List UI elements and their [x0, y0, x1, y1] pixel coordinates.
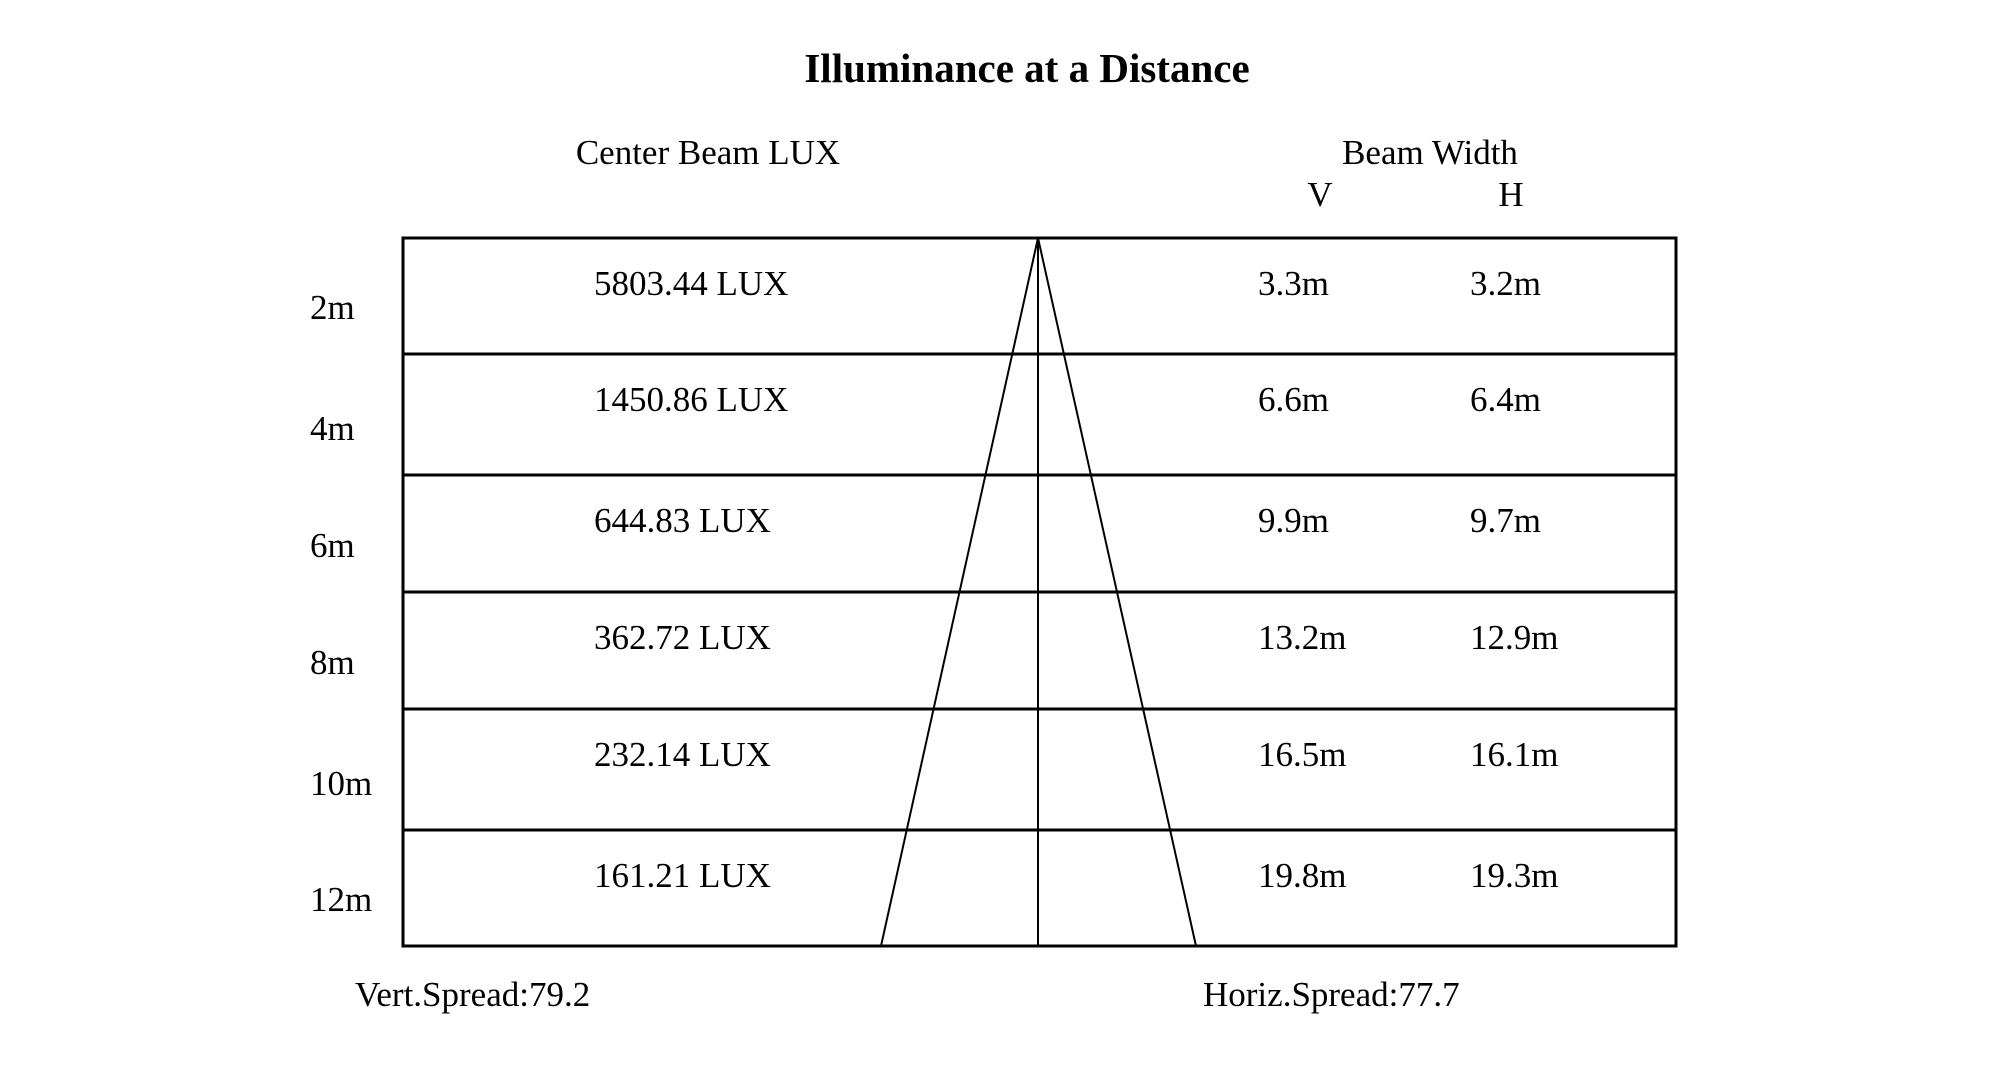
horizontal-width-value: 12.9m [1470, 618, 1558, 657]
horizontal-width-value: 19.3m [1470, 856, 1558, 895]
distance-label: 12m [310, 880, 372, 919]
vertical-width-value: 3.3m [1258, 264, 1329, 303]
table-row: 2m 5803.44 LUX 3.3m 3.2m [310, 264, 1541, 327]
beam-cone-left-edge [880, 237, 1039, 947]
distance-label: 10m [310, 764, 372, 803]
lux-value: 232.14 LUX [594, 735, 771, 774]
table-row: 10m 232.14 LUX 16.5m 16.1m [310, 735, 1558, 803]
lux-value: 5803.44 LUX [594, 264, 788, 303]
beam-cone-right-edge [1037, 237, 1197, 947]
center-beam-header: Center Beam LUX [576, 133, 840, 172]
lux-value: 161.21 LUX [594, 856, 771, 895]
table-row: 4m 1450.86 LUX 6.6m 6.4m [310, 380, 1541, 448]
lux-value: 362.72 LUX [594, 618, 771, 657]
vertical-width-value: 16.5m [1258, 735, 1346, 774]
table-row: 12m 161.21 LUX 19.8m 19.3m [310, 856, 1558, 919]
vertical-width-value: 13.2m [1258, 618, 1346, 657]
beam-width-header: Beam Width [1342, 133, 1518, 172]
distance-label: 8m [310, 643, 355, 682]
horizontal-width-value: 9.7m [1470, 501, 1541, 540]
vertical-header: V [1307, 175, 1332, 214]
horizontal-width-value: 16.1m [1470, 735, 1558, 774]
table-row: 8m 362.72 LUX 13.2m 12.9m [310, 618, 1558, 682]
distance-label: 4m [310, 409, 355, 448]
lux-value: 644.83 LUX [594, 501, 771, 540]
vertical-width-value: 6.6m [1258, 380, 1329, 419]
vertical-width-value: 9.9m [1258, 501, 1329, 540]
table-grid [401, 236, 1678, 948]
horizontal-header: H [1498, 175, 1523, 214]
table-row: 6m 644.83 LUX 9.9m 9.7m [310, 501, 1541, 565]
distance-label: 2m [310, 288, 355, 327]
horizontal-width-value: 6.4m [1470, 380, 1541, 419]
table-rows: 2m 5803.44 LUX 3.3m 3.2m 4m 1450.86 LUX 6.6m 6.… [310, 264, 1558, 919]
vertical-spread: Vert.Spread:79.2 [355, 975, 590, 1014]
vertical-width-value: 19.8m [1258, 856, 1346, 895]
horizontal-width-value: 3.2m [1470, 264, 1541, 303]
distance-label: 6m [310, 526, 355, 565]
diagram-title: Illuminance at a Distance [804, 45, 1249, 91]
lux-value: 1450.86 LUX [594, 380, 788, 419]
horizontal-spread: Horiz.Spread:77.7 [1203, 975, 1460, 1014]
